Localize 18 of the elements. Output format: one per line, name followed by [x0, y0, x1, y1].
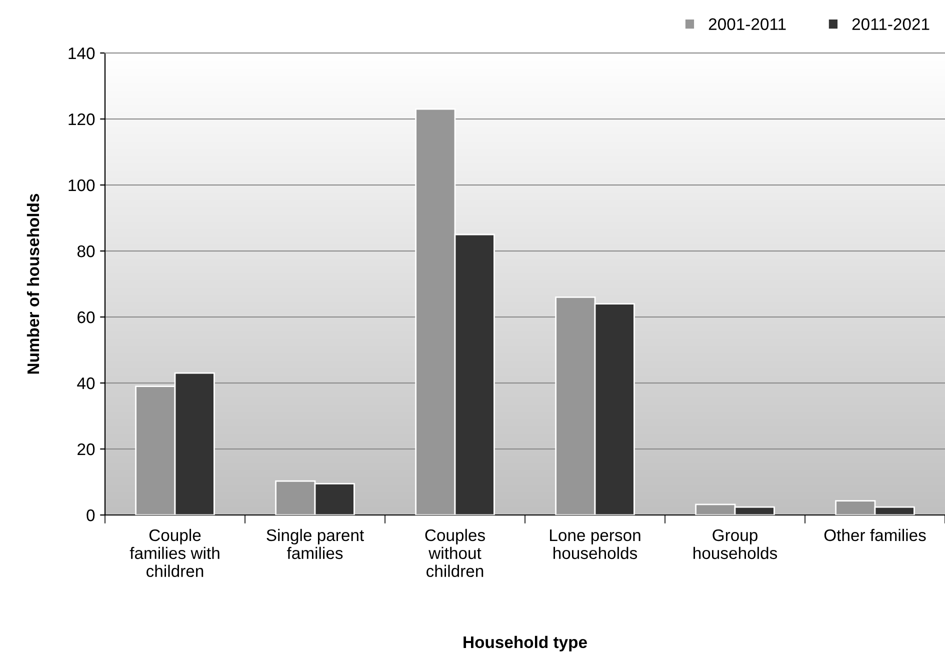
y-tick-label: 20 — [78, 443, 95, 456]
legend-label: 2011-2021 — [852, 18, 930, 30]
x-tick-label: Lone person households — [550, 530, 640, 560]
x-tick-label: Single parent families — [266, 528, 364, 560]
y-tick-label: 0 — [86, 509, 95, 522]
x-tick-label: Group households — [694, 529, 778, 560]
y-tick-label: 100 — [68, 179, 95, 192]
x-tick-label: Other families — [824, 528, 926, 542]
y-tick-label: 120 — [68, 113, 95, 126]
y-axis-title: Number of households — [26, 194, 40, 374]
x-tick-label: Couples without children — [425, 528, 485, 578]
y-tick-label: 80 — [77, 245, 95, 258]
y-tick-label: 140 — [68, 47, 95, 60]
legend-label: 2001-2011 — [708, 18, 786, 30]
y-tick-label: 60 — [78, 311, 95, 324]
x-tick-label: Couple families with children — [130, 528, 220, 578]
x-axis-title: Household type — [464, 636, 587, 652]
y-tick-label: 40 — [77, 377, 95, 390]
